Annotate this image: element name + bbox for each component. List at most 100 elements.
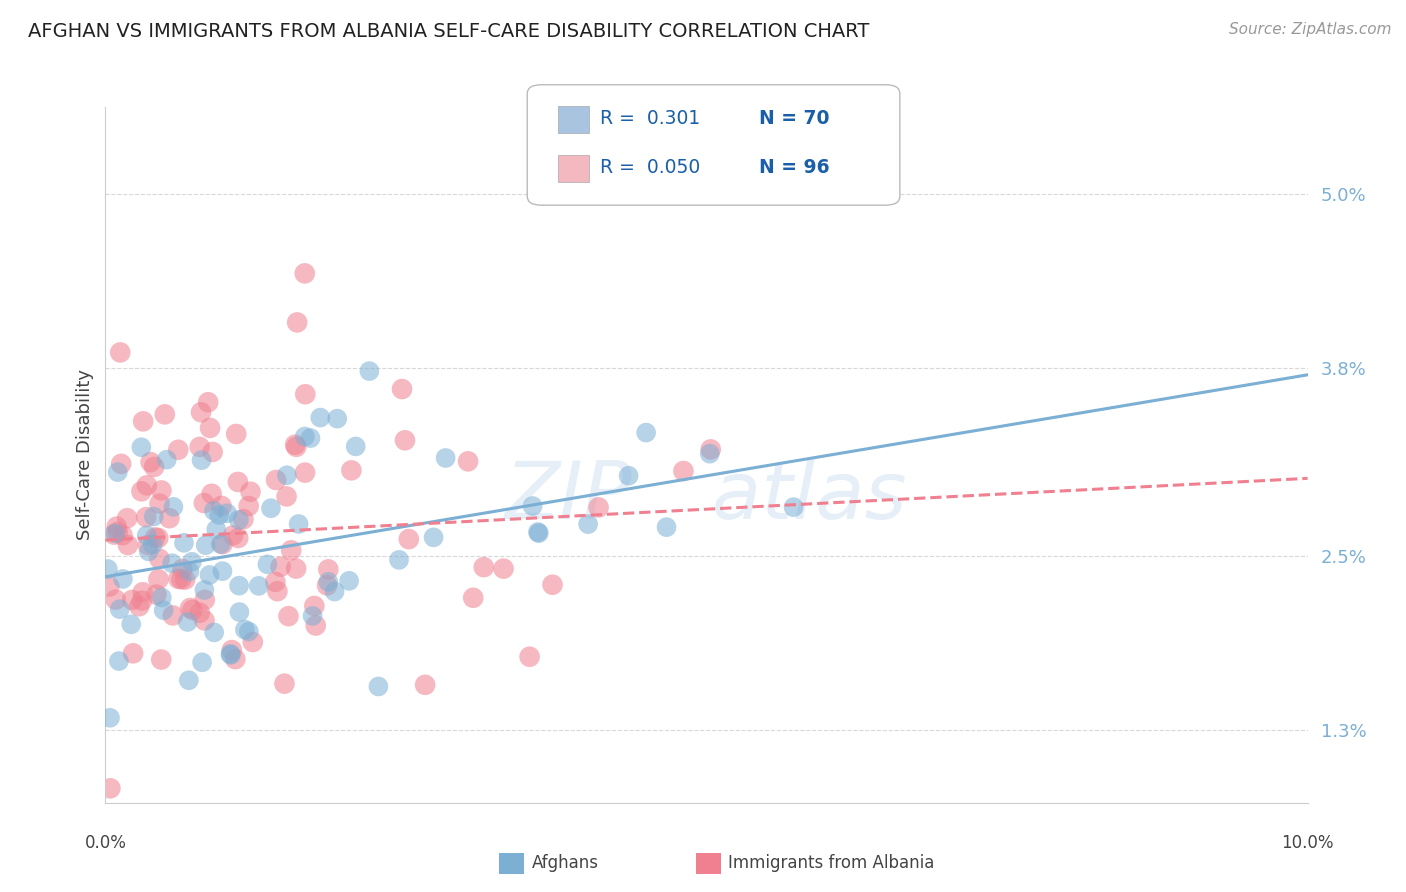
Point [264,574,287,589]
Point [422,530,444,544]
Point [143,531,166,545]
Point [264,473,287,487]
Point [170,572,193,586]
Point [276,468,298,483]
Point [318,562,340,576]
Point [527,526,550,541]
Point [280,543,302,558]
Point [142,509,165,524]
Point [205,522,228,536]
Point [131,440,153,454]
Point [128,599,150,614]
Point [782,500,804,515]
Point [457,454,479,468]
Point [121,593,143,607]
Point [190,453,212,467]
Point [388,553,411,567]
Point [131,593,153,607]
Point [225,426,247,441]
Point [492,561,515,575]
Point [153,408,176,422]
Point [617,468,640,483]
Point [285,315,308,329]
Point [224,652,246,666]
Point [391,382,413,396]
Point [576,517,599,532]
Point [193,583,215,598]
Point [190,405,212,419]
Point [198,568,221,582]
Point [150,483,173,498]
Point [201,487,224,501]
Y-axis label: Self-Care Disability: Self-Care Disability [76,369,94,541]
Point [104,526,127,541]
Point [202,625,225,640]
Point [122,646,145,660]
Point [135,478,157,492]
Point [202,504,225,518]
Point [167,442,190,457]
Point [111,572,134,586]
Point [541,578,564,592]
Point [201,445,224,459]
Point [270,559,292,574]
Point [434,450,457,465]
Point [100,781,122,796]
Point [699,442,721,457]
Point [104,592,127,607]
Point [228,513,250,527]
Point [219,647,242,661]
Point [148,552,170,566]
Point [337,574,360,588]
Point [193,496,215,510]
Point [398,532,420,546]
Point [172,562,194,576]
Point [115,511,138,525]
Point [277,609,299,624]
Point [148,531,170,545]
Point [159,511,181,525]
Point [108,654,131,668]
Point [699,447,721,461]
Point [208,508,231,522]
Point [222,528,245,542]
Point [197,395,219,409]
Point [285,561,308,575]
Point [323,584,346,599]
Point [98,580,121,594]
Text: ZIP atlas: ZIP atlas [505,458,908,536]
Point [284,438,307,452]
Point [672,464,695,478]
Text: 10.0%: 10.0% [1281,834,1334,852]
Point [145,588,167,602]
Point [111,528,134,542]
Point [117,538,139,552]
Point [136,538,159,552]
Point [228,605,250,619]
Point [588,500,610,515]
Point [359,364,381,378]
Text: Immigrants from Albania: Immigrants from Albania [728,855,935,872]
Point [194,592,217,607]
Point [256,558,278,572]
Point [287,516,309,531]
Point [260,501,283,516]
Point [209,537,232,551]
Point [152,603,174,617]
Point [132,585,155,599]
Point [316,574,339,589]
Point [305,618,328,632]
Point [179,565,201,579]
Point [181,555,204,569]
Point [103,527,125,541]
Point [294,466,316,480]
Point [160,556,183,570]
Point [226,475,249,489]
Point [179,601,201,615]
Point [276,490,298,504]
Text: N = 96: N = 96 [759,158,830,178]
Point [138,544,160,558]
Text: AFGHAN VS IMMIGRANTS FROM ALBANIA SELF-CARE DISABILITY CORRELATION CHART: AFGHAN VS IMMIGRANTS FROM ALBANIA SELF-C… [28,22,869,41]
Point [148,497,170,511]
Point [309,410,332,425]
